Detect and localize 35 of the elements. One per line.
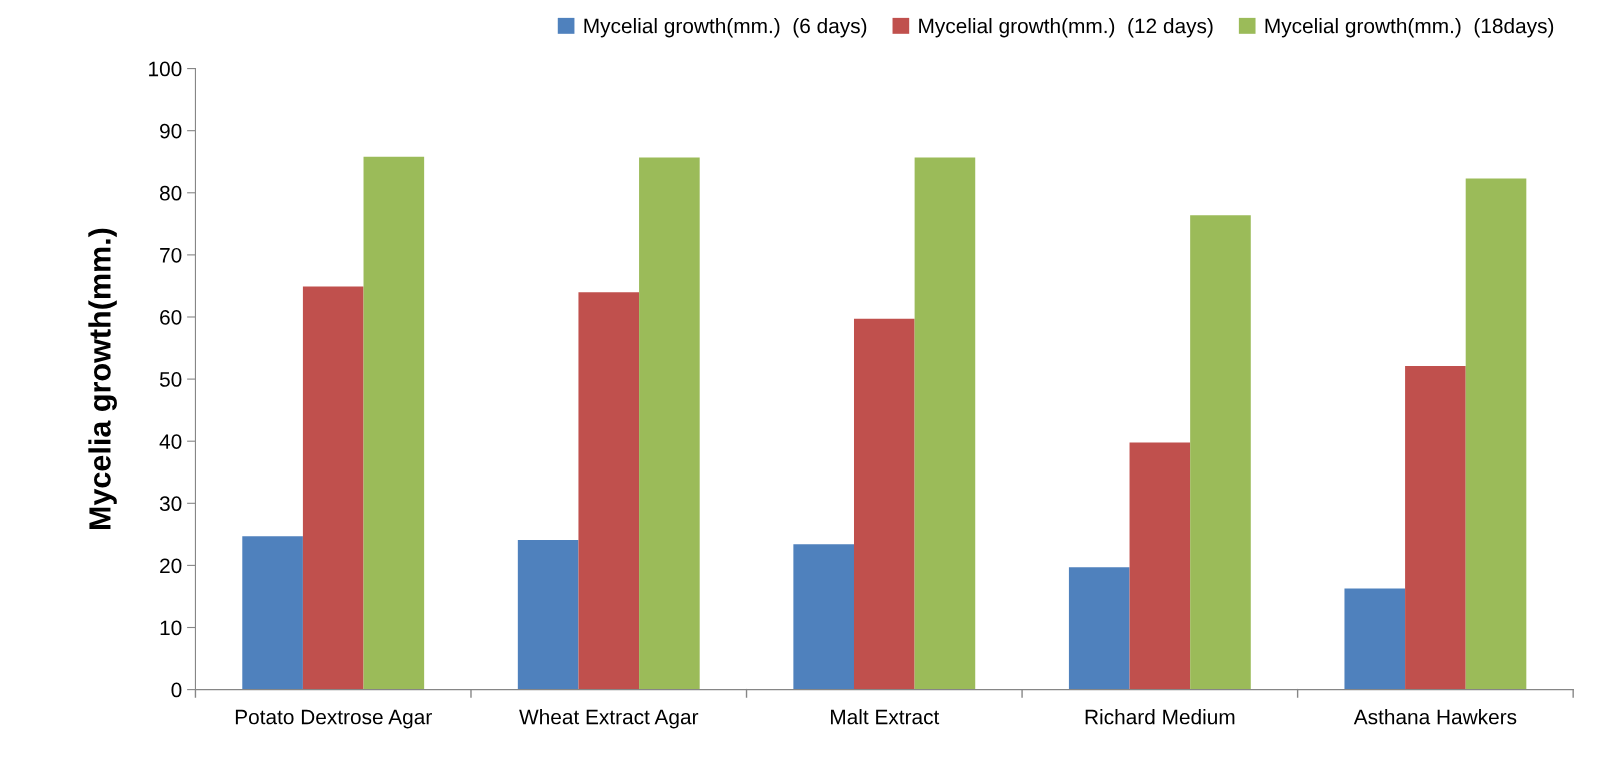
legend-label: Mycelial growth(mm.) (6 days) xyxy=(584,17,867,38)
bar xyxy=(1068,567,1130,690)
bar xyxy=(1129,442,1191,690)
x-tick-label: Malt Extract xyxy=(831,709,940,725)
bar xyxy=(363,156,425,690)
x-tick-label: Potato Dextrose Agar xyxy=(235,709,432,729)
y-tick-label: 70 xyxy=(160,247,182,263)
bar xyxy=(639,157,700,690)
x-tick-label: Asthana Hawkers xyxy=(1353,709,1517,725)
x-tick-label: Wheat Extract Agar xyxy=(519,709,699,729)
y-axis-title: Mycelia growth(mm.) xyxy=(88,228,117,529)
bar xyxy=(1344,588,1406,690)
legend-label: Mycelial growth(mm.) (18days) xyxy=(1265,17,1554,38)
bar xyxy=(793,544,854,690)
bar xyxy=(302,286,364,690)
legend-label: Mycelial growth(mm.) (12 days) xyxy=(919,17,1213,38)
bar xyxy=(517,539,579,690)
bar xyxy=(1190,215,1251,690)
bar xyxy=(853,318,915,690)
y-tick-label: 60 xyxy=(160,309,182,325)
x-tick-label: Richard Medium xyxy=(1085,709,1235,725)
y-tick-label: 100 xyxy=(149,61,182,77)
y-tick-label: 0 xyxy=(171,682,182,698)
y-tick-label: 40 xyxy=(159,434,182,449)
bar xyxy=(1465,178,1527,690)
y-tick-label: 90 xyxy=(160,123,182,139)
y-tick-label: 20 xyxy=(160,558,182,574)
y-tick-label: 50 xyxy=(159,372,182,387)
bar xyxy=(242,536,303,690)
y-tick-label: 10 xyxy=(160,620,182,636)
y-tick-label: 80 xyxy=(159,185,182,201)
bar xyxy=(1405,366,1466,690)
y-tick-label: 30 xyxy=(159,496,182,512)
bar xyxy=(914,157,976,690)
bar xyxy=(578,292,640,690)
